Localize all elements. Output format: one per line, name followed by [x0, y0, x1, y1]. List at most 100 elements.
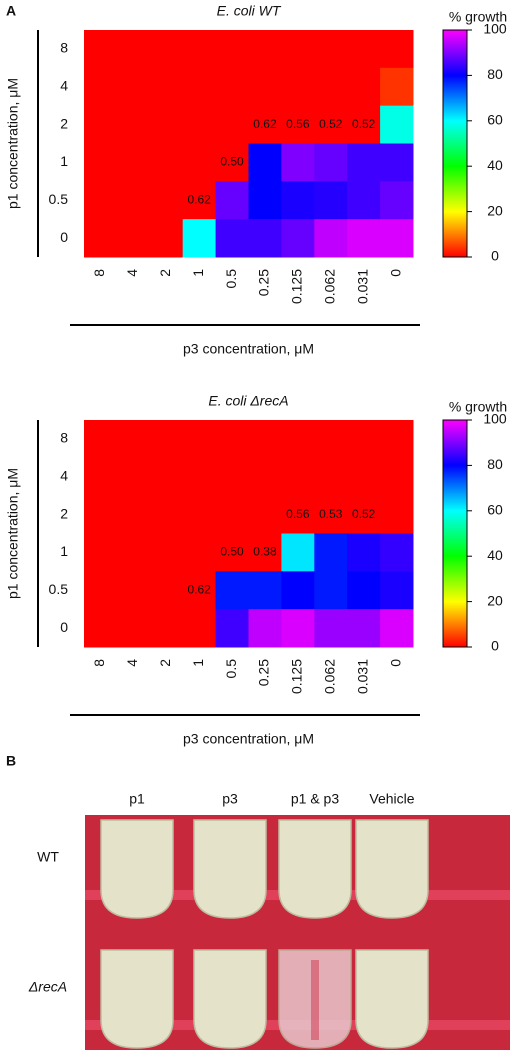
heatmap-cell	[314, 457, 348, 497]
heatmap-cell	[248, 105, 282, 144]
heatmap-cell	[215, 30, 249, 69]
heatmap-cell	[281, 105, 315, 144]
heatmap-cell	[314, 571, 348, 610]
heatmap-cell	[84, 571, 118, 610]
y-tick-label: 0.5	[49, 191, 69, 207]
photo-column-label: p1	[129, 791, 145, 807]
heatmap-cell	[116, 533, 151, 572]
heatmap-cell	[281, 67, 315, 107]
heatmap-cell	[149, 457, 184, 497]
colorbar-tick-label: 80	[487, 456, 503, 472]
tube	[355, 819, 429, 919]
heatmap-cell	[116, 143, 151, 182]
heatmap-cell	[380, 420, 414, 459]
heatmap-cell	[347, 181, 381, 220]
cell-annotation: 0.38	[253, 545, 277, 559]
tube	[193, 819, 267, 919]
chart-title: E. coli WT	[217, 3, 282, 19]
heatmap-cell	[116, 420, 151, 459]
colorbar-tick-label: 100	[483, 411, 507, 427]
cell-annotation: 0.52	[319, 117, 343, 131]
heatmap-cell	[116, 571, 151, 610]
heatmap-cell	[347, 30, 381, 69]
x-tick-label: 0.25	[256, 659, 272, 686]
heatmap-cell	[248, 495, 282, 534]
heatmap-cell	[149, 219, 184, 258]
heatmap-cell	[149, 105, 184, 144]
heatmap-cell	[84, 609, 118, 648]
heatmap-cell	[116, 219, 151, 258]
heatmap-cell	[248, 609, 282, 648]
x-tick-label: 0.125	[289, 659, 305, 694]
colorbar-tick-label: 20	[487, 202, 503, 218]
heatmap-cell	[84, 30, 118, 69]
x-tick-label: 0	[387, 269, 403, 277]
heatmap-cell	[347, 143, 381, 182]
cell-annotation: 0.52	[352, 507, 376, 521]
heatmap-cell	[314, 181, 348, 220]
photo-row-label: ΔrecA	[28, 979, 67, 995]
colorbar-tick-label: 80	[487, 66, 503, 82]
heatmap-cell	[314, 420, 348, 459]
heatmap-cell	[215, 143, 249, 182]
heatmap-cell	[149, 609, 184, 648]
x-tick-label: 2	[157, 659, 173, 667]
heatmap-cell	[248, 420, 282, 459]
heatmap-cell	[281, 143, 315, 182]
panel-label: B	[6, 753, 16, 769]
colorbar-title: % growth	[449, 399, 507, 415]
heatmap-cell	[182, 571, 217, 610]
heatmap-cell	[215, 533, 249, 572]
heatmap-cell	[347, 420, 381, 459]
heatmap-cell	[84, 181, 118, 220]
heatmap-cell	[182, 143, 217, 182]
x-tick-label: 0.031	[354, 659, 370, 694]
heatmap-cell	[248, 533, 282, 572]
heatmap-cell	[248, 457, 282, 497]
colorbar-tick-label: 40	[487, 157, 503, 173]
x-axis-label: p3 concentration, μM	[183, 341, 314, 357]
heatmap-cell	[84, 219, 118, 258]
y-tick-label: 0.5	[49, 581, 69, 597]
y-tick-label: 2	[60, 115, 68, 131]
heatmap-cell	[149, 495, 184, 534]
colorbar-tick-label: 0	[491, 248, 499, 264]
heatmap-cell	[281, 181, 315, 220]
heatmap-cell	[84, 67, 118, 107]
colorbar	[442, 29, 468, 258]
heatmap-cell	[182, 105, 217, 144]
heatmap-cell	[116, 457, 151, 497]
heatmap-cell	[84, 105, 118, 144]
photo-column-label: Vehicle	[369, 791, 414, 807]
heatmap-cell	[116, 495, 151, 534]
y-axis-label: p1 concentration, μM	[5, 468, 21, 599]
x-tick-label: 0.062	[321, 659, 337, 694]
heatmap-cell	[380, 105, 414, 144]
heatmap-cell	[281, 457, 315, 497]
colorbar-tick-label: 100	[483, 21, 507, 37]
heatmap-cell	[182, 495, 217, 534]
cell-annotation: 0.56	[286, 507, 310, 521]
heatmap-cell	[182, 181, 217, 220]
heatmap-cell	[347, 495, 381, 534]
heatmap-cell	[314, 609, 348, 648]
heatmap-cell	[281, 571, 315, 610]
heatmap-cell	[149, 420, 184, 459]
heatmap-cell	[149, 181, 184, 220]
heatmap-cell	[281, 219, 315, 258]
heatmap-cell	[380, 609, 414, 648]
heatmap-cell	[248, 219, 282, 258]
photo-row-label: WT	[37, 849, 59, 865]
x-tick-label: 4	[124, 269, 140, 277]
heatmap-cell	[182, 219, 217, 258]
heatmap-cell	[314, 105, 348, 144]
heatmap-cell	[380, 67, 414, 107]
x-tick-label: 0.125	[289, 269, 305, 304]
cell-annotation: 0.62	[253, 117, 277, 131]
tube	[100, 819, 174, 919]
x-tick-label: 0.25	[256, 269, 272, 296]
heatmap-cell	[281, 533, 315, 572]
tube	[193, 949, 267, 1049]
heatmap-cell	[380, 143, 414, 182]
